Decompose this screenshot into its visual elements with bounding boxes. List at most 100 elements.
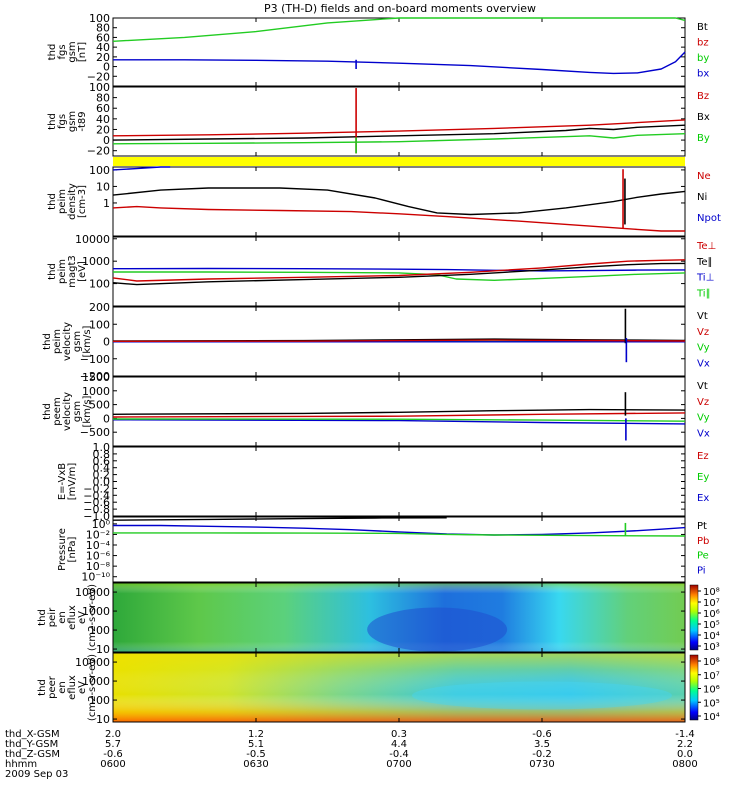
legend-entry: Pb <box>697 536 709 547</box>
y-tick-label: 0.2 <box>93 469 111 482</box>
legend-entry: Vz <box>697 397 709 408</box>
y-axis-label: eflux <box>67 605 78 630</box>
y-axis-label: (cm2-s-sr-eV) <box>87 654 98 721</box>
colorbar-tick-label: 10³ <box>703 642 720 653</box>
y-axis-label: peer <box>47 675 58 699</box>
series-line-Te⊥ <box>112 259 686 282</box>
ephemeris-value: 0730 <box>529 759 554 770</box>
series-line-Pe <box>113 532 686 537</box>
panel-5: 200 100 0 −100 −200 thd peim velocity gsm [km/s] V… <box>42 301 710 383</box>
panel-frame <box>112 446 686 517</box>
ephemeris-value: 1.2 <box>248 729 264 740</box>
y-tick-label: 10000 <box>75 233 110 246</box>
legend-entry: bx <box>697 69 709 80</box>
y-axis-label: [mV/m] <box>67 463 78 501</box>
legend-entry: Vz <box>697 327 709 338</box>
panel-frame <box>112 17 686 87</box>
y-tick-label: −0.6 <box>83 496 110 509</box>
ephemeris-row-label: hhmm <box>5 759 37 770</box>
y-axis-label: thd <box>47 263 58 280</box>
y-tick-label: 20 <box>96 51 110 64</box>
y-tick-label: 60 <box>96 31 110 44</box>
y-axis-label: thd <box>37 609 48 626</box>
y-tick-label: 10 <box>96 180 110 193</box>
panel-10: 10000 1000 100 10 thd peer en eflux eV (cm2-s-sr-… <box>37 652 686 726</box>
series-line-Bx <box>112 124 686 141</box>
legend-entry: Ez <box>697 451 709 462</box>
legend-entry: by <box>697 53 709 64</box>
series-line-Ti∥ <box>113 271 686 281</box>
y-axis-label: -t89 <box>77 111 88 131</box>
y-axis-label: eV <box>77 611 88 624</box>
y-axis-label: eV <box>77 681 88 694</box>
y-axis-label: magt3 <box>67 255 78 288</box>
ephemeris-value: -0.4 <box>389 749 409 760</box>
legend-entry: Bz <box>697 91 709 102</box>
ephemeris-value: 5.7 <box>105 739 121 750</box>
y-axis-label: density <box>67 183 78 220</box>
y-axis-label: peim <box>57 189 68 214</box>
legend-entry: By <box>697 133 710 144</box>
y-axis-label: fgs <box>57 44 68 59</box>
y-tick-label: 1000 <box>82 605 110 618</box>
colorbar-gradient <box>689 654 699 721</box>
series-line-By <box>112 133 686 145</box>
ephemeris-value: -0.5 <box>246 749 266 760</box>
legend-entry: Pe <box>697 551 709 562</box>
y-tick-label: 1 <box>103 197 110 210</box>
y-axis-label: peir <box>47 607 58 627</box>
y-axis-label: thd <box>47 44 58 61</box>
y-tick-label: −0.2 <box>83 482 110 495</box>
y-tick-label: −0.8 <box>83 503 110 516</box>
y-tick-label: 100 <box>89 12 110 25</box>
chart-title: P3 (TH-D) fields and on-board moments ov… <box>264 2 536 15</box>
y-tick-label: 10⁻⁴ <box>86 539 111 552</box>
y-axis-label: peim <box>52 329 63 354</box>
y-axis-label: velocity <box>62 392 73 431</box>
colorbar-tick-label: 10⁵ <box>703 698 720 709</box>
ephemeris-row-label: thd_Z-GSM <box>5 749 60 760</box>
y-tick-label: 1000 <box>82 385 110 398</box>
legend-entry: Te∥ <box>696 257 713 268</box>
ephemeris-row-label: thd_X-GSM <box>5 729 60 740</box>
y-tick-label: 100 <box>89 694 110 707</box>
colorbar-tick-label: 10⁷ <box>703 671 720 682</box>
series-line-Vy <box>112 418 686 422</box>
y-tick-label: 10⁰ <box>92 518 111 531</box>
y-tick-label: 100 <box>89 318 110 331</box>
y-tick-label: −0.4 <box>83 489 110 502</box>
legend-entry: Vt <box>697 381 708 392</box>
y-tick-label: 80 <box>96 92 110 105</box>
ephemeris-row-label: thd_Y-GSM <box>5 739 58 750</box>
series-line-Vx <box>112 419 686 425</box>
ephemeris-value: -0.2 <box>532 749 552 760</box>
y-tick-label: −1.0 <box>83 510 110 523</box>
legend-entry: Pi <box>697 565 706 576</box>
y-tick-label: 0 <box>103 412 110 425</box>
ephemeris-value: 0630 <box>243 759 268 770</box>
y-tick-label: −20 <box>87 145 110 158</box>
legend-entry: Bt <box>697 22 708 33</box>
y-axis-label: [nPa] <box>67 536 78 562</box>
y-tick-label: 10⁻² <box>86 528 110 541</box>
y-axis-label: thd <box>47 113 58 130</box>
legend-entry: bz <box>697 38 709 49</box>
y-axis-label: [nT] <box>77 42 88 62</box>
y-axis-label: fgs <box>57 114 68 129</box>
y-tick-label: 10⁻¹⁰ <box>81 571 110 584</box>
ephemeris-value: 0700 <box>386 759 411 770</box>
y-tick-label: 10⁻⁸ <box>86 560 111 573</box>
series-line-Vt <box>112 408 686 415</box>
y-axis-label: gsm <box>67 41 78 62</box>
y-tick-label: 0 <box>103 336 110 349</box>
legend-entry: Vy <box>697 343 710 354</box>
ephemeris-value: 4.4 <box>391 739 407 750</box>
ephemeris-value: 0.3 <box>391 729 407 740</box>
y-tick-label: 10 <box>96 713 110 726</box>
y-tick-label: −20 <box>87 70 110 83</box>
y-tick-label: 10000 <box>75 586 110 599</box>
